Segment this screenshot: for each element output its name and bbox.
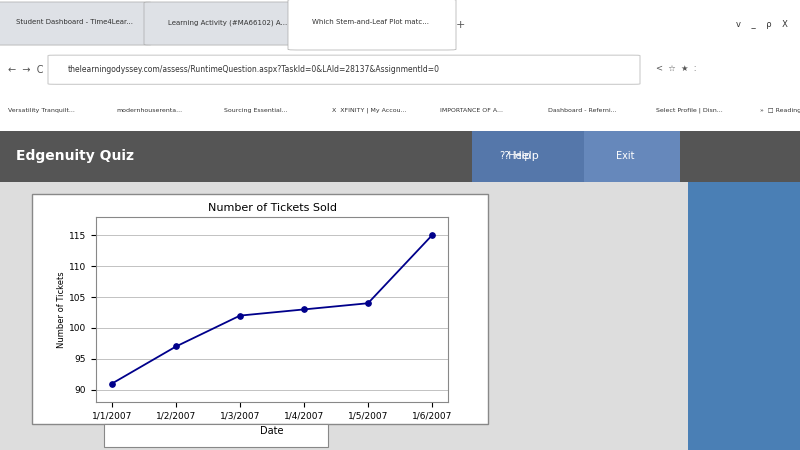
FancyBboxPatch shape — [688, 182, 800, 450]
FancyBboxPatch shape — [472, 127, 584, 185]
FancyBboxPatch shape — [0, 130, 800, 182]
Text: Select Profile | Disn...: Select Profile | Disn... — [656, 108, 722, 113]
FancyBboxPatch shape — [104, 424, 328, 447]
X-axis label: Date: Date — [260, 426, 284, 436]
Text: Sourcing Essential...: Sourcing Essential... — [224, 108, 288, 113]
Text: thelearningodyssey.com/assess/RuntimeQuestion.aspx?TaskId=0&LAId=28137&Assignmen: thelearningodyssey.com/assess/RuntimeQue… — [68, 65, 440, 74]
Text: ? Help: ? Help — [500, 151, 530, 161]
FancyBboxPatch shape — [0, 2, 152, 45]
Text: +: + — [456, 20, 466, 30]
Title: Number of Tickets Sold: Number of Tickets Sold — [207, 203, 337, 213]
FancyBboxPatch shape — [32, 194, 488, 424]
FancyBboxPatch shape — [144, 2, 304, 45]
Text: Edgenuity Quiz: Edgenuity Quiz — [16, 149, 134, 163]
Text: Dashboard - Referni...: Dashboard - Referni... — [548, 108, 617, 113]
Text: Versatility Tranquilt...: Versatility Tranquilt... — [8, 108, 75, 113]
Text: Which Stem-and-Leaf Plot matc...: Which Stem-and-Leaf Plot matc... — [312, 19, 429, 25]
Text: ? Help: ? Help — [504, 151, 538, 161]
FancyBboxPatch shape — [584, 127, 680, 185]
Text: X  XFINITY | My Accou...: X XFINITY | My Accou... — [332, 108, 406, 113]
Text: v    _    ρ    X: v _ ρ X — [736, 20, 788, 29]
FancyBboxPatch shape — [0, 182, 688, 450]
FancyBboxPatch shape — [48, 55, 640, 84]
Y-axis label: Number of Tickets: Number of Tickets — [58, 271, 66, 348]
FancyBboxPatch shape — [288, 0, 456, 50]
Text: »  □ Reading list: » □ Reading list — [760, 108, 800, 113]
Text: modernhouserenta...: modernhouserenta... — [116, 108, 182, 113]
Text: <  ☆  ★  :: < ☆ ★ : — [656, 65, 697, 74]
Text: IMPORTANCE OF A...: IMPORTANCE OF A... — [440, 108, 503, 113]
Text: Student Dashboard - Time4Lear...: Student Dashboard - Time4Lear... — [16, 19, 133, 25]
Text: Learning Activity (#MA66102) A...: Learning Activity (#MA66102) A... — [168, 19, 287, 26]
Text: Exit: Exit — [616, 151, 634, 161]
Text: ←  →  C: ← → C — [8, 65, 43, 75]
